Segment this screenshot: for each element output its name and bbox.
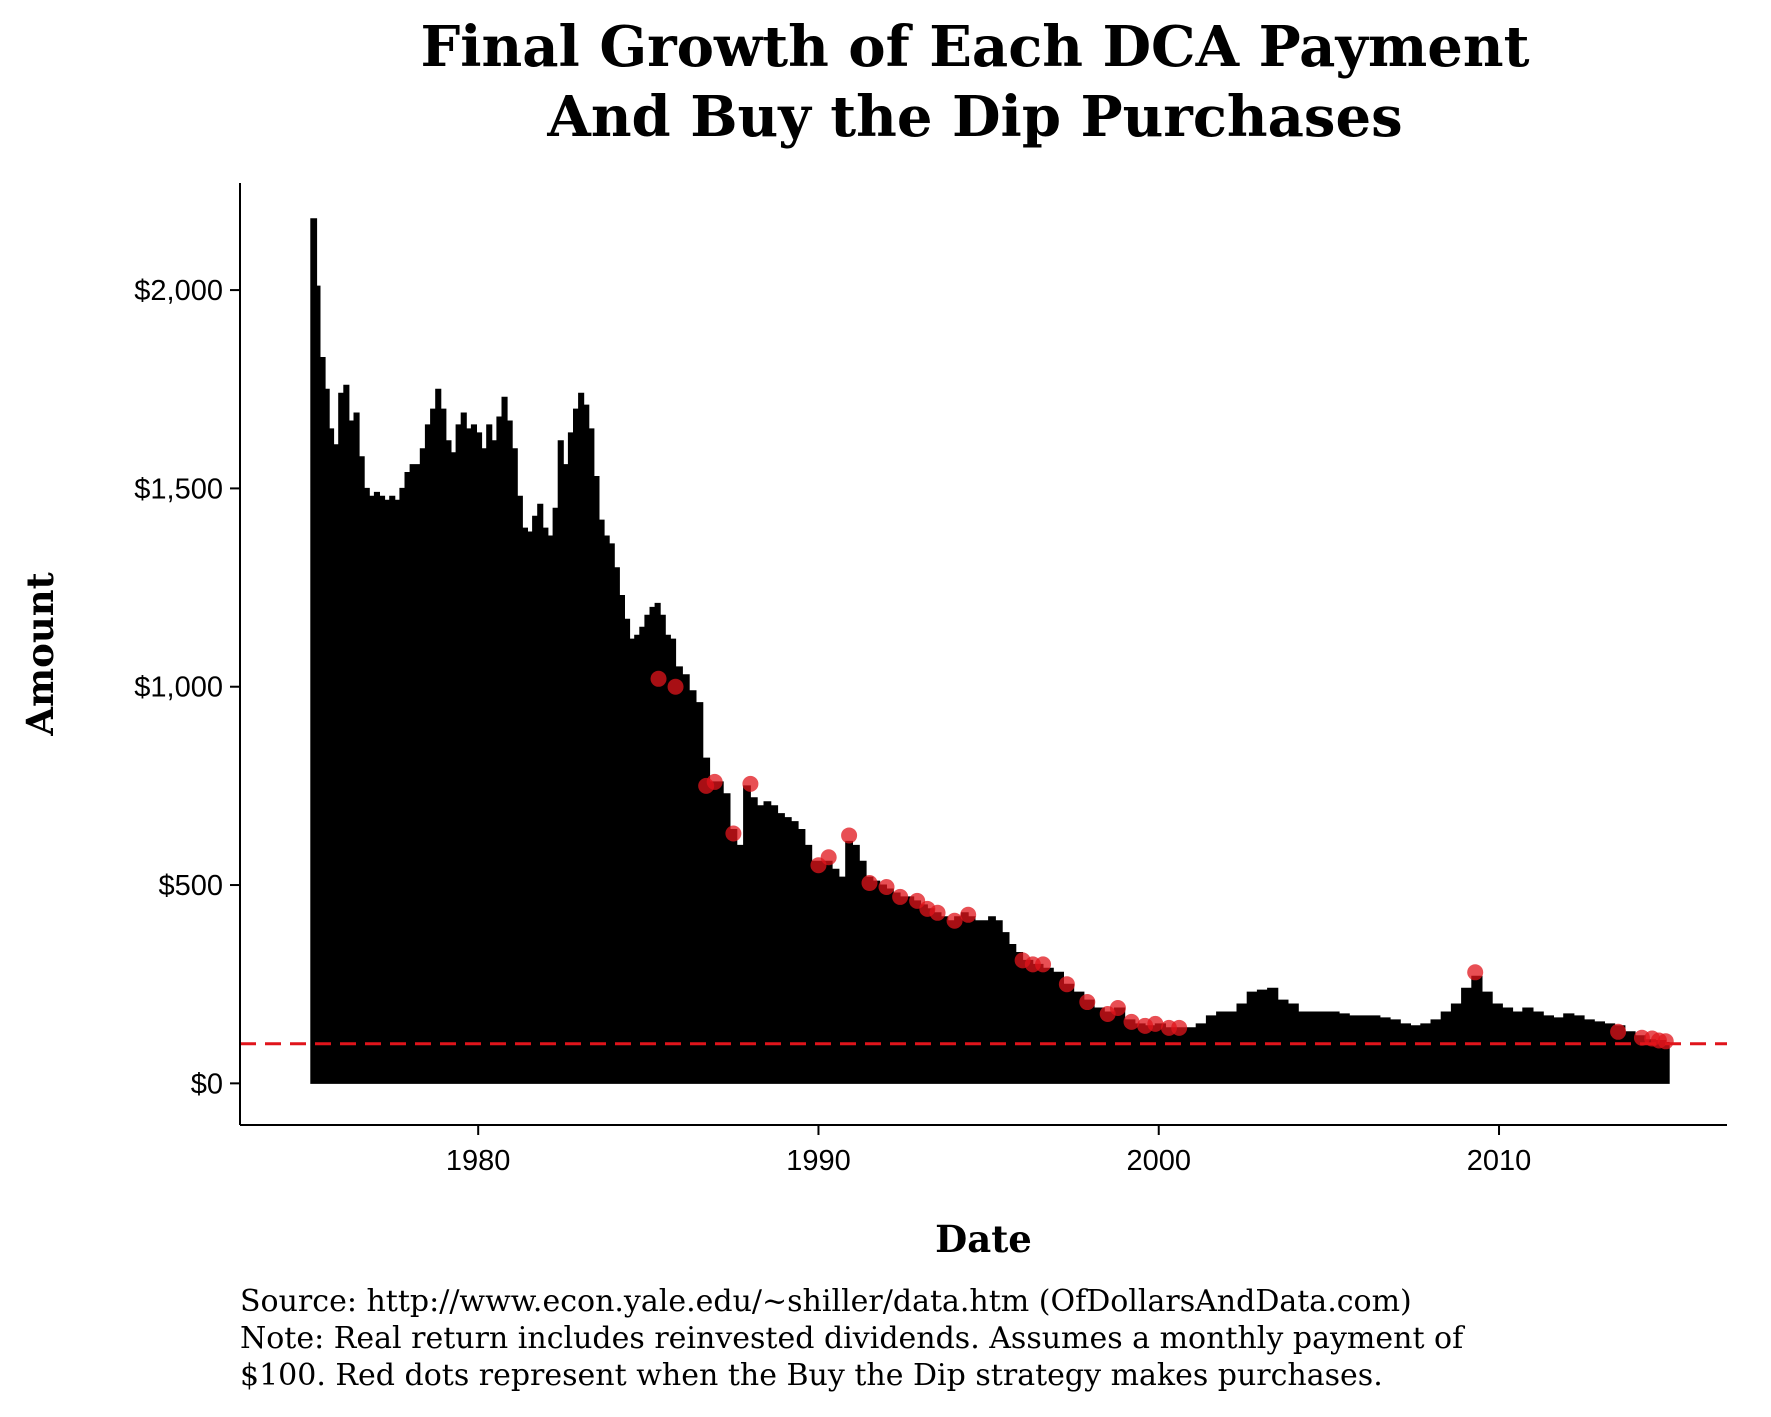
y-tick-label: $500 [158,870,223,902]
y-tick-label: $1,000 [134,672,223,704]
dip-purchase-point [960,906,977,923]
y-tick-label: $2,000 [134,275,223,307]
dip-purchase-point [1035,956,1052,973]
dip-purchase-point [1610,1023,1627,1040]
dip-purchase-point [1147,1015,1164,1032]
chart-caption: Source: http://www.econ.yale.edu/~shille… [240,1283,1690,1394]
dip-purchase-point [878,879,895,896]
chart-title-line-1: Final Growth of Each DCA Payment [420,14,1530,80]
dip-purchase-point [667,678,684,695]
dip-purchase-point [706,773,723,790]
x-tick-label: 2010 [1467,1145,1532,1177]
dip-purchase-point [1171,1019,1188,1036]
caption-note-2: $100. Red dots represent when the Buy th… [240,1358,1383,1393]
y-tick-label: $1,500 [134,473,223,505]
dip-purchase-point [1058,976,1075,993]
dip-purchase-point [946,912,963,929]
caption-source: Source: http://www.econ.yale.edu/~shille… [240,1284,1412,1319]
dip-purchase-point [1109,999,1126,1016]
x-tick-label: 1990 [786,1145,851,1177]
dip-purchase-point [820,849,837,866]
area-series [310,218,1670,1084]
dip-purchase-point [725,825,742,842]
dip-purchase-point [1467,964,1484,981]
x-tick-label: 2000 [1126,1145,1191,1177]
dip-purchase-point [892,888,909,905]
dip-purchase-point [1079,994,1096,1011]
x-axis-title: Date [935,1217,1032,1261]
y-axis-title: Amount [18,572,62,736]
dip-purchase-point [742,775,759,792]
caption-note-1: Note: Real return includes reinvested di… [240,1321,1464,1356]
x-tick-label: 1980 [446,1145,511,1177]
chart-title: Final Growth of Each DCA Payment And Buy… [215,12,1735,152]
plot-area: $0 $500 $1,000 $1,500 $2,000 1980 1990 2000 2010 [134,183,1727,1177]
dip-purchase-point [650,670,667,687]
chart-title-line-2: And Buy the Dip Purchases [547,84,1403,150]
dip-purchase-point [1123,1013,1140,1030]
dip-purchase-point [841,827,858,844]
dip-purchase-point [861,875,878,892]
y-axis-title-group: Amount [18,572,62,736]
dip-purchase-point [1657,1033,1674,1050]
y-tick-label: $0 [191,1068,223,1100]
dip-purchase-point [929,904,946,921]
